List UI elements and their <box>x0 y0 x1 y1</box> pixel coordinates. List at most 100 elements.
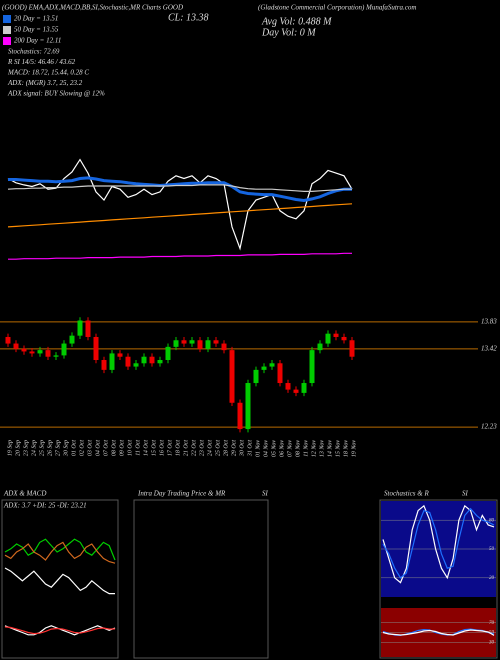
x-tick-label: 13 Nov <box>319 440 325 458</box>
x-tick-label: 30 Sep <box>63 440 69 457</box>
candle-body <box>349 340 355 357</box>
x-tick-label: 24 Sep <box>30 440 37 456</box>
legend-label: 20 Day = 13.51 <box>14 15 58 23</box>
candle-body <box>317 343 323 351</box>
candle-body <box>245 383 251 430</box>
candle-body <box>293 389 299 393</box>
x-tick-label: 14 Nov <box>326 440 333 458</box>
x-tick-label: 23 Oct <box>199 440 205 456</box>
candle-body <box>213 340 219 344</box>
candle-body <box>29 351 35 354</box>
candle-body <box>253 369 259 384</box>
legend-label: 200 Day = 12.11 <box>14 37 61 45</box>
candle-body <box>5 336 11 344</box>
x-tick-label: 15 Oct <box>151 440 157 456</box>
x-tick-label: 18 Oct <box>175 440 181 456</box>
x-tick-label: 06 Nov <box>279 440 285 458</box>
series-line <box>4 541 116 564</box>
series-line <box>382 507 495 579</box>
y-tick-label: 80 <box>489 518 495 523</box>
y-tick-label: 13.42 <box>481 344 497 352</box>
x-tick-label: 21 Oct <box>183 440 189 456</box>
x-tick-label: 04 Nov <box>262 440 269 458</box>
panel-title: Stochastics & R <box>384 490 429 498</box>
x-tick-label: 28 Oct <box>223 440 229 456</box>
stoch-frame <box>379 499 498 659</box>
candle-body <box>85 320 91 337</box>
panel-subtitle: ADX: 3.7 +DI: 25 -DI: 23.21 <box>3 502 87 510</box>
candle-body <box>189 340 195 344</box>
series-line <box>7 203 353 228</box>
candle-body <box>237 402 243 430</box>
indicator-note: Stochastics: 72.69 <box>8 48 60 56</box>
x-tick-label: 08 Oct <box>111 440 117 456</box>
candle-body <box>109 353 115 370</box>
x-tick-label: 08 Nov <box>295 440 301 458</box>
x-tick-label: 02 Oct <box>79 440 85 456</box>
candle-body <box>93 336 99 360</box>
panel-subtitle: SI <box>262 490 269 498</box>
candle-body <box>101 360 107 370</box>
candle-body <box>221 343 227 351</box>
candle-body <box>285 383 291 390</box>
candle-body <box>69 335 75 344</box>
candle-body <box>261 366 267 370</box>
x-tick-label: 31 Oct <box>247 440 253 457</box>
legend-swatch <box>3 26 11 34</box>
x-tick-label: 25 Sep <box>39 440 45 456</box>
x-tick-label: 11 Nov <box>303 440 309 457</box>
x-tick-label: 01 Nov <box>255 440 261 458</box>
candle-body <box>205 340 211 349</box>
intraday-frame <box>133 499 269 659</box>
x-tick-label: 27 Sep <box>55 440 61 456</box>
day-vol: Day Vol: 0 M <box>261 27 316 38</box>
candle-body <box>61 343 67 356</box>
y-tick-label: 30 <box>489 640 495 645</box>
candle-body <box>333 333 339 337</box>
x-tick-label: 29 Oct <box>231 440 237 456</box>
x-tick-label: 23 Sep <box>23 440 29 456</box>
legend-swatch <box>3 15 11 23</box>
x-tick-label: 10 Oct <box>127 440 133 456</box>
candle-body <box>77 320 83 336</box>
y-tick-label: 20 <box>489 576 495 581</box>
x-tick-label: 14 Oct <box>142 440 149 456</box>
x-tick-label: 19 Sep <box>7 440 13 456</box>
x-tick-label: 16 Oct <box>159 440 165 456</box>
x-tick-label: 22 Oct <box>191 440 197 456</box>
candle-body <box>133 363 139 367</box>
candle-body <box>165 346 171 360</box>
candle-body <box>141 356 147 364</box>
series-line <box>8 176 352 203</box>
candle-body <box>325 333 331 344</box>
x-tick-label: 12 Nov <box>311 440 317 458</box>
indicator-note: ADX: (MGR) 3.7, 25, 23.2 <box>7 79 83 87</box>
y-tick-label: 50 <box>489 547 495 552</box>
adx-frame <box>1 499 119 659</box>
y-tick-label: 70 <box>489 621 495 626</box>
x-tick-label: 30 Oct <box>239 440 245 457</box>
x-tick-label: 05 Nov <box>271 440 277 458</box>
y-tick-label: 13.83 <box>481 317 497 325</box>
candle-body <box>13 343 19 349</box>
series-line <box>8 252 352 260</box>
candle-body <box>341 336 347 341</box>
candle-body <box>157 360 163 364</box>
x-tick-label: 26 Sep <box>47 440 53 456</box>
series-line <box>4 626 116 635</box>
series-line <box>7 184 352 192</box>
x-tick-label: 18 Nov <box>343 440 349 458</box>
x-tick-label: 24 Oct <box>206 440 213 456</box>
x-tick-label: 09 Oct <box>119 440 125 456</box>
candle-body <box>37 350 43 354</box>
price-line <box>7 158 353 251</box>
candle-body <box>53 355 59 357</box>
series-line <box>382 629 495 636</box>
avg-vol: Avg Vol: 0.488 M <box>261 16 332 27</box>
x-tick-label: 07 Oct <box>103 440 109 456</box>
chart-title: (GOOD) EMA,ADX,MACD,BB,SI,Stochastic,MR … <box>2 4 183 12</box>
candle-body <box>173 340 179 347</box>
x-tick-label: 04 Oct <box>94 440 101 456</box>
indicator-note: MACD: 18.72, 15.44, 0.28 C <box>7 69 89 77</box>
